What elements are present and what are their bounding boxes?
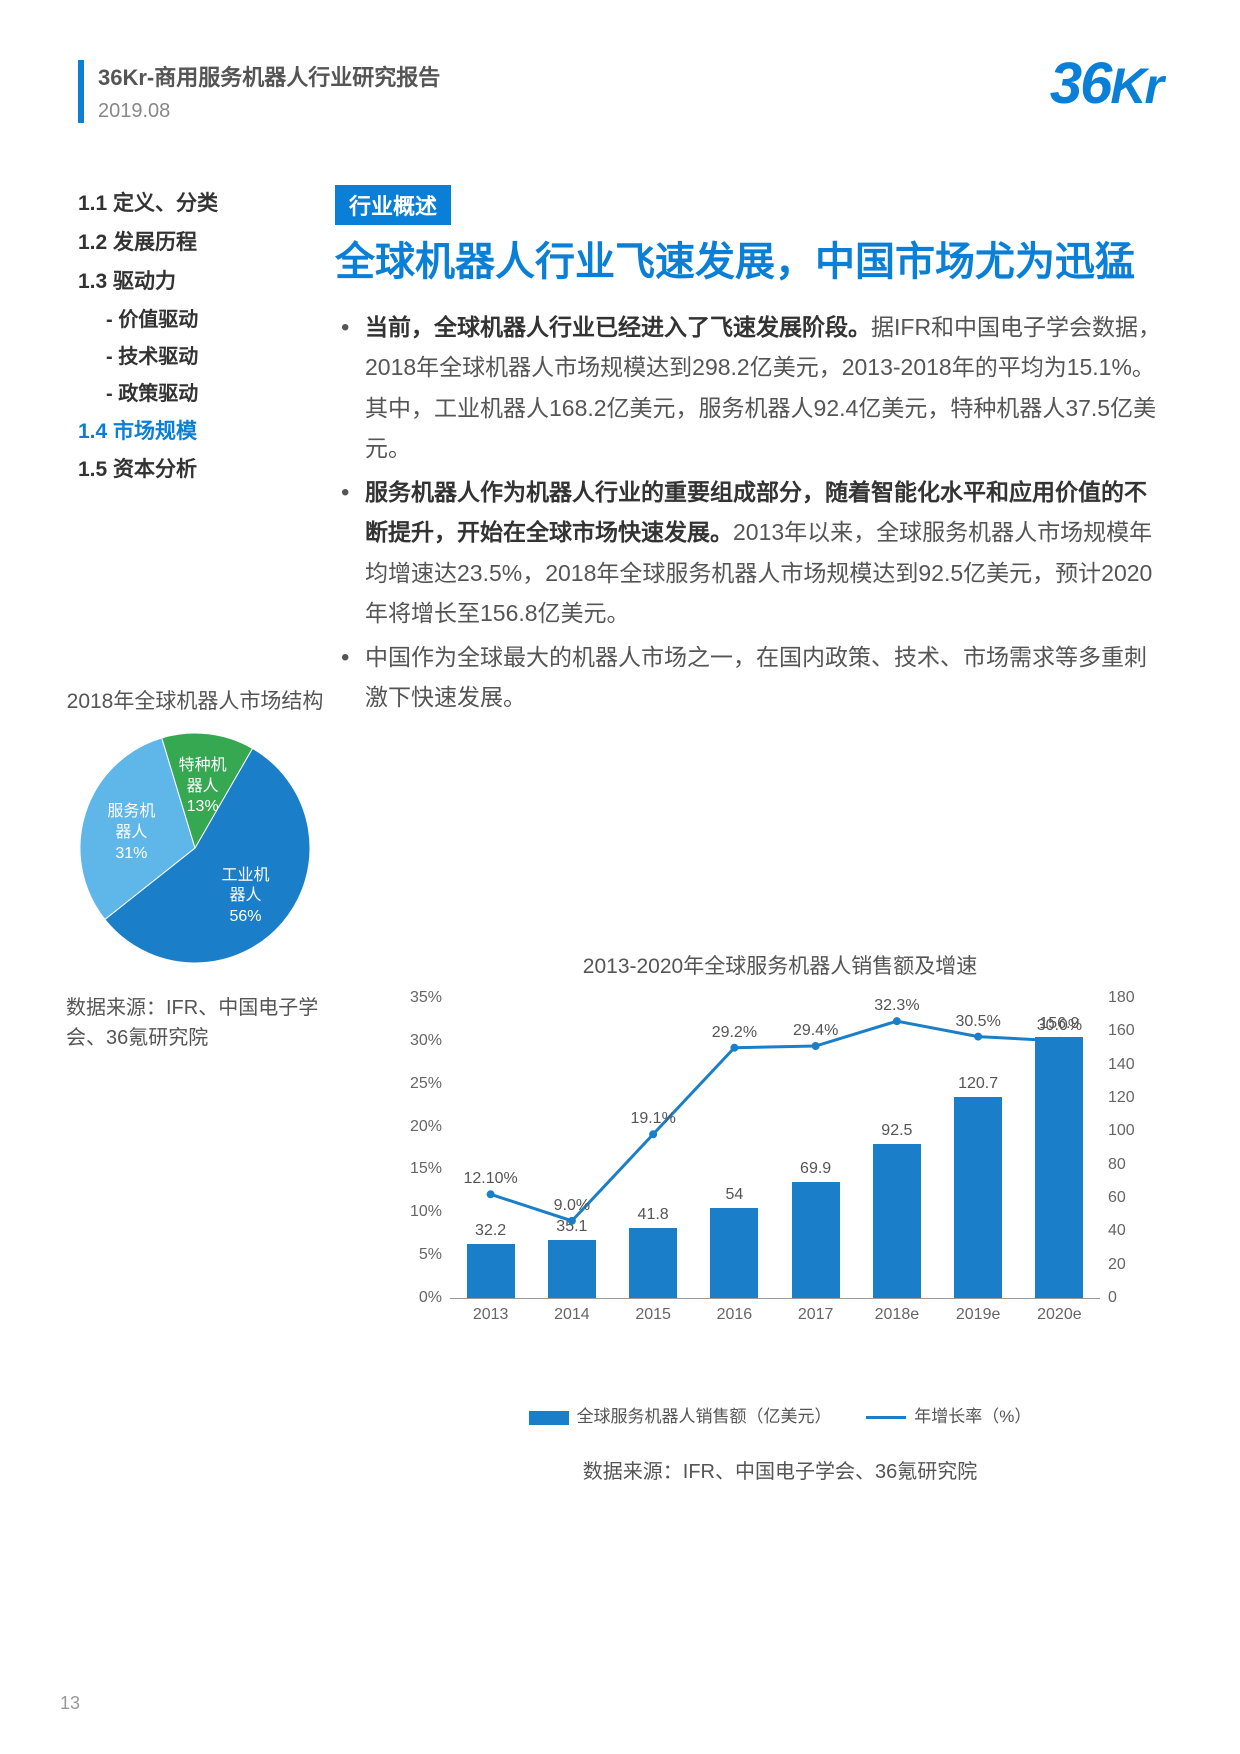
- pie-slice-label: 服务机器人31%: [101, 802, 161, 864]
- legend-bar-label: 全球服务机器人销售额（亿美元）: [577, 1407, 832, 1426]
- toc-item-active[interactable]: 1.4 市场规模: [78, 413, 308, 452]
- bullet-bold: 当前，全球机器人行业已经进入了飞速发展阶段。: [365, 314, 871, 340]
- line-value-label: 19.1%: [618, 1110, 688, 1128]
- line-value-label: 29.4%: [781, 1022, 851, 1040]
- table-of-contents: 1.1 定义、分类 1.2 发展历程 1.3 驱动力 - 价值驱动 - 技术驱动…: [78, 185, 308, 490]
- toc-subitem[interactable]: - 政策驱动: [78, 376, 308, 413]
- combo-chart-section: 2013-2020年全球服务机器人销售额及增速 0%5%10%15%20%25%…: [390, 950, 1170, 1484]
- toc-item[interactable]: 1.3 驱动力: [78, 263, 308, 302]
- bullet-item: 当前，全球机器人行业已经进入了飞速发展阶段。据IFR和中国电子学会数据，2018…: [335, 307, 1165, 468]
- combo-legend: 全球服务机器人销售额（亿美元） 年增长率（%）: [390, 1402, 1170, 1427]
- pie-title: 2018年全球机器人市场结构: [60, 685, 330, 715]
- x-axis-label: 2016: [699, 1306, 769, 1324]
- pie-source: 数据来源：IFR、中国电子学会、36氪研究院: [60, 993, 330, 1053]
- toc-subitem[interactable]: - 价值驱动: [78, 302, 308, 339]
- legend-line-icon: [866, 1416, 906, 1419]
- bullet-item: 中国作为全球最大的机器人市场之一，在国内政策、技术、市场需求等多重刺激下快速发展…: [335, 637, 1165, 718]
- x-axis-label: 2013: [456, 1306, 526, 1324]
- line-value-label: 9.0%: [537, 1197, 607, 1215]
- line-value-label: 32.3%: [862, 997, 932, 1015]
- pie-slice-label: 特种机器人13%: [173, 756, 233, 818]
- toc-subitem[interactable]: - 技术驱动: [78, 339, 308, 376]
- pie-chart: 工业机器人56% 服务机器人31%特种机器人13%: [80, 733, 310, 963]
- line-value-label: 30.0%: [1024, 1017, 1094, 1035]
- logo-36kr: 36Kr: [1050, 50, 1162, 117]
- report-header: 36Kr-商用服务机器人行业研究报告 2019.08: [78, 60, 1162, 123]
- page-number: 13: [60, 1693, 80, 1714]
- combo-chart: 0%5%10%15%20%25%30%35%020406080100120140…: [390, 998, 1150, 1358]
- toc-item[interactable]: 1.5 资本分析: [78, 451, 308, 490]
- line-value-label: 12.10%: [456, 1170, 526, 1188]
- line-value-label: 30.5%: [943, 1013, 1013, 1031]
- x-axis-label: 2019e: [943, 1306, 1013, 1324]
- legend-bar-icon: [529, 1411, 569, 1425]
- logo-kr: Kr: [1110, 58, 1162, 114]
- pie-slice-label: 工业机器人56%: [215, 866, 275, 928]
- main-content: 行业概述 全球机器人行业飞速发展，中国市场尤为迅猛 当前，全球机器人行业已经进入…: [335, 185, 1165, 722]
- combo-title: 2013-2020年全球服务机器人销售额及增速: [390, 950, 1170, 980]
- section-tag: 行业概述: [335, 185, 451, 225]
- report-date: 2019.08: [98, 100, 1162, 123]
- pie-chart-section: 2018年全球机器人市场结构 工业机器人56%服务机器人31%特种机器人13% …: [60, 685, 330, 1053]
- x-axis-label: 2018e: [862, 1306, 932, 1324]
- combo-source: 数据来源：IFR、中国电子学会、36氪研究院: [390, 1455, 1170, 1484]
- x-axis-label: 2014: [537, 1306, 607, 1324]
- bullet-text: 中国作为全球最大的机器人市场之一，在国内政策、技术、市场需求等多重刺激下快速发展…: [365, 644, 1147, 710]
- x-axis-label: 2017: [781, 1306, 851, 1324]
- bullet-item: 服务机器人作为机器人行业的重要组成部分，随着智能化水平和应用价值的不断提升，开始…: [335, 472, 1165, 633]
- legend-line-label: 年增长率（%）: [914, 1407, 1031, 1426]
- x-axis-label: 2015: [618, 1306, 688, 1324]
- line-value-label: 29.2%: [699, 1024, 769, 1042]
- bullet-list: 当前，全球机器人行业已经进入了飞速发展阶段。据IFR和中国电子学会数据，2018…: [335, 307, 1165, 718]
- logo-36: 36: [1050, 51, 1111, 116]
- main-title: 全球机器人行业飞速发展，中国市场尤为迅猛: [335, 235, 1165, 289]
- report-title: 36Kr-商用服务机器人行业研究报告: [98, 60, 1162, 92]
- x-axis-label: 2020e: [1024, 1306, 1094, 1324]
- toc-item[interactable]: 1.1 定义、分类: [78, 185, 308, 224]
- toc-item[interactable]: 1.2 发展历程: [78, 224, 308, 263]
